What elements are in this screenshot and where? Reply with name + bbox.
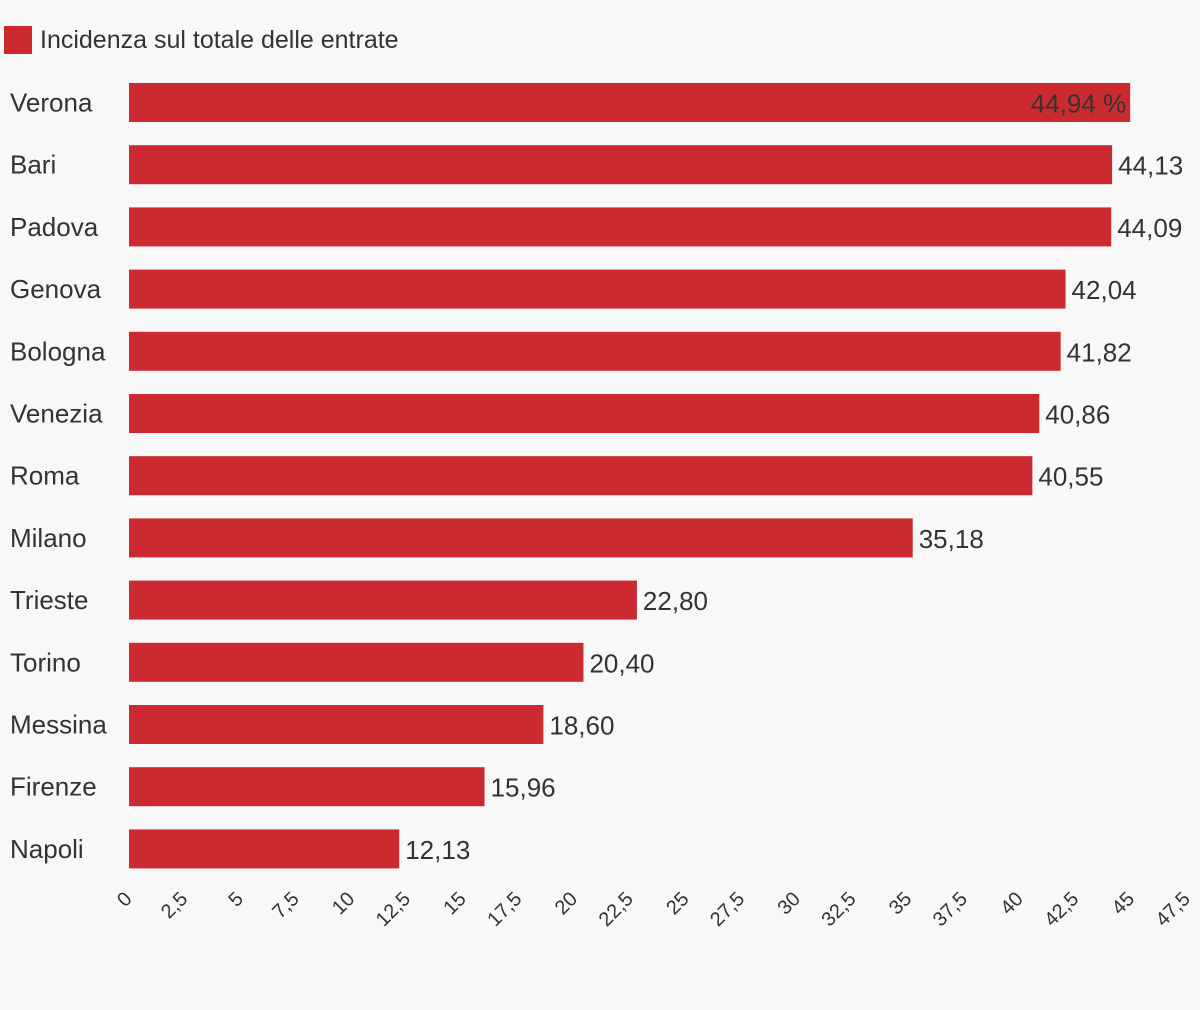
x-tick-label: 15 [439,888,470,919]
x-tick-label: 45 [1108,888,1139,919]
value-label: 44,94 % [1031,89,1126,119]
bar [129,580,637,620]
category-label: Bari [10,150,56,180]
bar [129,83,1131,122]
x-tick-label: 10 [328,888,359,919]
value-label: 44,09 [1117,213,1182,243]
bar [129,269,1066,309]
value-label: 12,13 [405,835,470,865]
x-tick-label: 47,5 [1152,888,1195,931]
x-tick-label: 22,5 [595,888,638,931]
x-tick-label: 0 [113,888,136,911]
category-label: Verona [10,88,93,118]
value-label: 18,60 [549,711,614,741]
value-label: 35,18 [919,524,984,554]
category-label: Firenze [10,772,97,802]
x-tick-label: 17,5 [483,888,526,931]
value-label: 20,40 [589,648,654,678]
bar [129,331,1061,371]
value-label: 40,55 [1038,462,1103,492]
category-label: Napoli [10,834,84,864]
x-tick-label: 12,5 [372,888,415,931]
category-label: Milano [10,523,87,553]
x-tick-label: 5 [225,888,248,911]
bar [129,207,1112,247]
category-label: Bologna [10,336,106,366]
x-tick-label: 40 [996,888,1027,919]
x-tick-label: 20 [551,888,582,919]
category-label: Messina [10,710,107,740]
bar [129,705,544,744]
x-tick-label: 7,5 [268,888,303,923]
x-tick-label: 42,5 [1040,888,1083,931]
value-label: 42,04 [1072,275,1137,305]
value-label: 22,80 [643,586,708,616]
x-tick-label: 32,5 [817,888,860,931]
x-tick-label: 25 [662,888,693,919]
x-tick-label: 30 [774,888,805,919]
category-label: Padova [10,212,99,242]
category-label: Roma [10,461,80,491]
value-label: 15,96 [491,773,556,803]
x-tick-label: 35 [885,888,916,919]
x-tick-label: 37,5 [929,888,972,931]
bar [129,829,400,869]
category-label: Genova [10,274,102,304]
x-tick-label: 2,5 [157,888,192,923]
bar [129,642,584,682]
legend: Incidenza sul totale delle entrate [4,24,399,56]
value-label: 40,86 [1045,400,1110,430]
bar [129,394,1040,433]
bar [129,145,1113,185]
bar [129,456,1033,496]
bar [129,767,485,807]
x-tick-label: 27,5 [706,888,749,931]
category-label: Venezia [10,399,103,429]
value-label: 41,82 [1067,337,1132,367]
value-label: 44,13 [1118,151,1183,181]
category-label: Torino [10,647,81,677]
category-label: Trieste [10,585,89,615]
legend-label: Incidenza sul totale delle entrate [40,25,399,54]
bar [129,518,913,558]
legend-swatch [4,26,32,54]
